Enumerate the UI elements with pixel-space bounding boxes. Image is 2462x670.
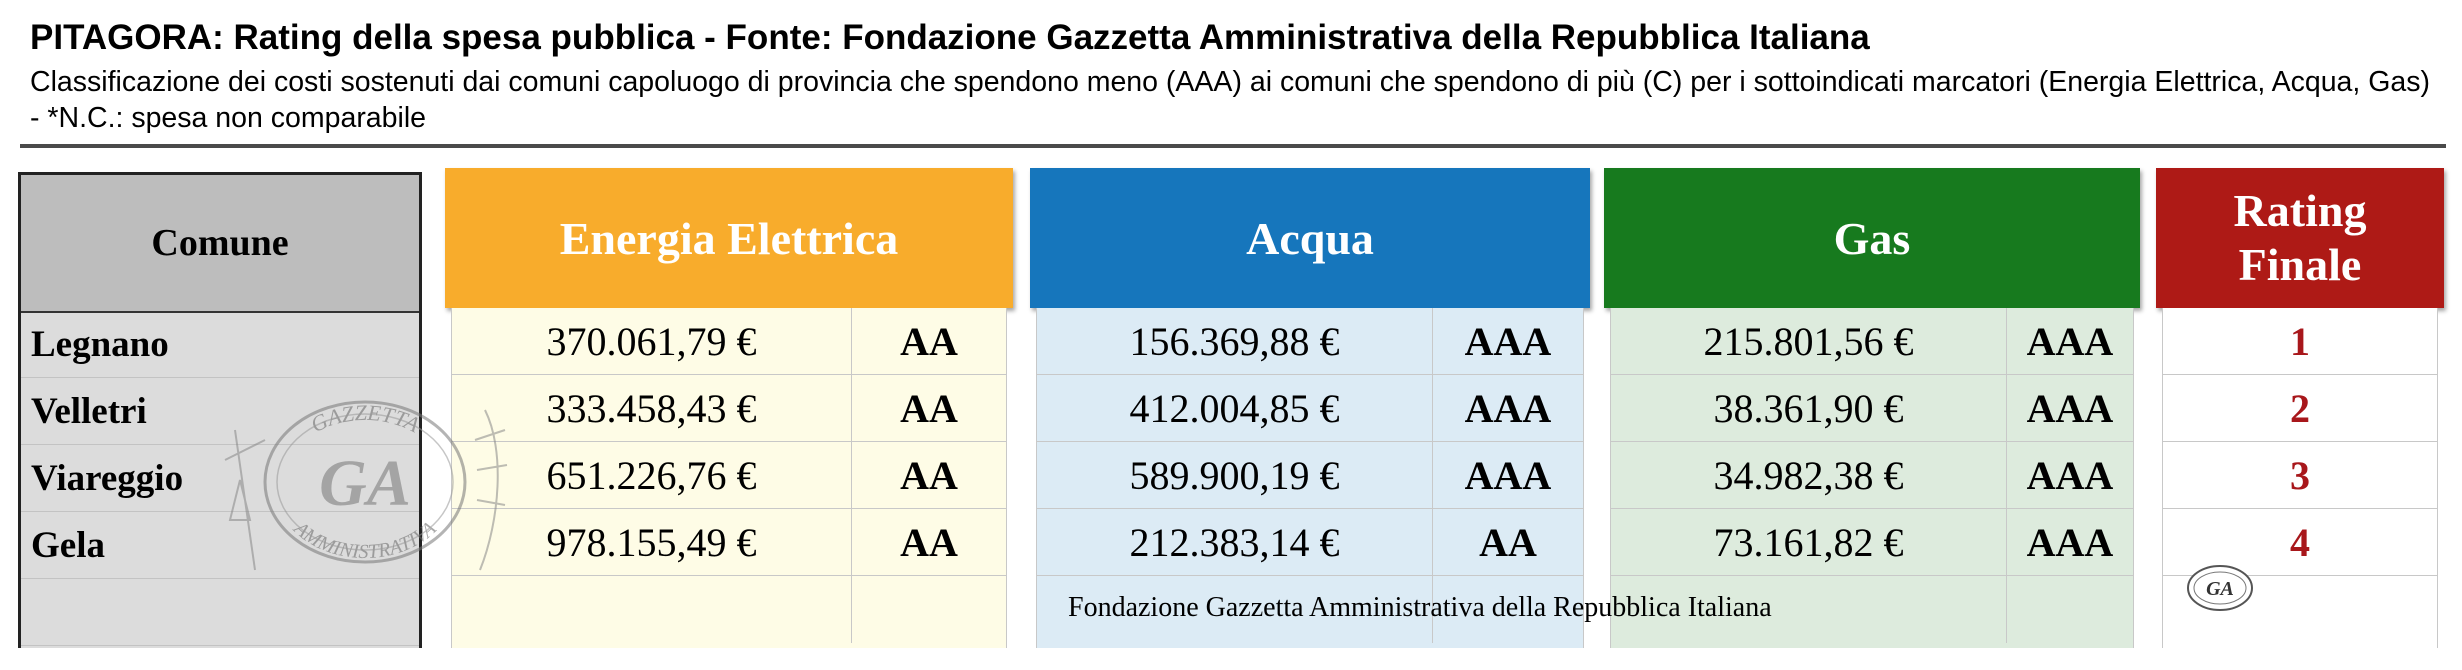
seal-monogram: GA	[319, 447, 411, 520]
gas-rating: AAA	[2026, 318, 2114, 364]
acqua-rating: AAA	[1464, 385, 1552, 431]
gas-rating: AAA	[2026, 452, 2114, 498]
gas-value-empty	[1611, 576, 2007, 643]
acqua-value: 589.900,19 €	[1037, 442, 1433, 508]
table-row: 212.383,14 € AA	[1037, 509, 1583, 576]
energia-value: 370.061,79 €	[452, 308, 852, 374]
gas-rating: AAA	[2026, 385, 2114, 431]
gas-value: 215.801,56 €	[1611, 308, 2007, 374]
acqua-value-empty	[1037, 576, 1433, 643]
energia-value: 333.458,43 €	[452, 375, 852, 441]
page-title: PITAGORA: Rating della spesa pubblica - …	[30, 18, 1870, 57]
rating-header: Rating Finale	[2156, 168, 2444, 308]
table-row: 651.226,76 € AA	[452, 442, 1006, 509]
table-row: 333.458,43 € AA	[452, 375, 1006, 442]
gas-rating-empty	[2007, 576, 2133, 643]
table-row: 215.801,56 € AAA	[1611, 308, 2133, 375]
comune-header: Comune	[21, 175, 419, 313]
table-row-empty	[452, 576, 1006, 643]
seal-text-top: GAZZETTA	[307, 400, 424, 438]
gas-body: 215.801,56 € AAA 38.361,90 € AAA 34.982,…	[1610, 308, 2134, 648]
table-row: 370.061,79 € AA	[452, 308, 1006, 375]
gas-value: 34.982,38 €	[1611, 442, 2007, 508]
page-subtitle: Classificazione dei costi sostenuti dai …	[30, 66, 2430, 134]
table-row: 2	[2163, 375, 2437, 442]
table-row: 4	[2163, 509, 2437, 576]
comune-cell: Viareggio	[21, 445, 419, 512]
acqua-header: Acqua	[1030, 168, 1590, 308]
comune-column: Comune Legnano Velletri Viareggio Gela	[18, 172, 422, 648]
table-row: 38.361,90 € AAA	[1611, 375, 2133, 442]
energia-value-empty	[452, 576, 852, 643]
rating-finale: 4	[2290, 519, 2310, 565]
acqua-value: 412.004,85 €	[1037, 375, 1433, 441]
table-row: 978.155,49 € AA	[452, 509, 1006, 576]
acqua-rating: AA	[1479, 519, 1537, 565]
rating-finale: 1	[2290, 318, 2310, 364]
energia-rating: AA	[900, 519, 958, 565]
table-row-empty	[1611, 576, 2133, 643]
rating-header-line2: Finale	[2238, 239, 2362, 290]
comune-cell: Legnano	[21, 311, 419, 378]
energia-value: 651.226,76 €	[452, 442, 852, 508]
acqua-group: Acqua 156.369,88 € AAA 412.004,85 € AAA …	[1030, 168, 1590, 648]
rating-finale: 2	[2290, 385, 2310, 431]
table-row: 156.369,88 € AAA	[1037, 308, 1583, 375]
table-row: 412.004,85 € AAA	[1037, 375, 1583, 442]
gazzetta-seal-icon: GAZZETTA AMMINISTRATIVA GA	[224, 400, 508, 571]
gas-header: Gas	[1604, 168, 2140, 308]
energia-body: 370.061,79 € AA 333.458,43 € AA 651.226,…	[451, 308, 1007, 648]
gas-value: 38.361,90 €	[1611, 375, 2007, 441]
energia-value: 978.155,49 €	[452, 509, 852, 575]
comune-cell: Velletri	[21, 378, 419, 445]
energia-rating: AA	[900, 452, 958, 498]
rating-group: Rating Finale 1 2 3 4	[2156, 168, 2444, 648]
acqua-body: 156.369,88 € AAA 412.004,85 € AAA 589.90…	[1036, 308, 1584, 648]
table-row: 73.161,82 € AAA	[1611, 509, 2133, 576]
gas-value: 73.161,82 €	[1611, 509, 2007, 575]
acqua-value: 156.369,88 €	[1037, 308, 1433, 374]
energia-header: Energia Elettrica	[445, 168, 1013, 308]
table-row-empty	[1037, 576, 1583, 643]
seal-text-bottom: AMMINISTRATIVA	[288, 516, 441, 563]
gas-rating: AAA	[2026, 519, 2114, 565]
rating-finale: 3	[2290, 452, 2310, 498]
energia-rating: AA	[900, 385, 958, 431]
energia-rating: AA	[900, 318, 958, 364]
header-divider	[20, 144, 2446, 148]
table-row: 1	[2163, 308, 2437, 375]
rating-header-line1: Rating	[2233, 185, 2367, 236]
acqua-value: 212.383,14 €	[1037, 509, 1433, 575]
comune-cell-empty	[21, 579, 419, 646]
table-row: 3	[2163, 442, 2437, 509]
energia-group: Energia Elettrica 370.061,79 € AA 333.45…	[445, 168, 1013, 648]
energia-rating-empty	[852, 576, 1006, 643]
table-row: 34.982,38 € AAA	[1611, 442, 2133, 509]
source-note: Fondazione Gazzetta Amministrativa della…	[1068, 592, 1772, 623]
acqua-rating: AAA	[1464, 452, 1552, 498]
mini-logo-monogram: GA	[2206, 578, 2234, 600]
acqua-rating: AAA	[1464, 318, 1552, 364]
table-row: 589.900,19 € AAA	[1037, 442, 1583, 509]
gas-group: Gas 215.801,56 € AAA 38.361,90 € AAA 34.…	[1604, 168, 2140, 648]
svg-text:AMMINISTRATIVA: AMMINISTRATIVA	[288, 516, 441, 563]
ga-logo-icon: GA	[2187, 565, 2253, 611]
svg-text:GAZZETTA: GAZZETTA	[307, 400, 424, 438]
comune-cell: Gela	[21, 512, 419, 579]
